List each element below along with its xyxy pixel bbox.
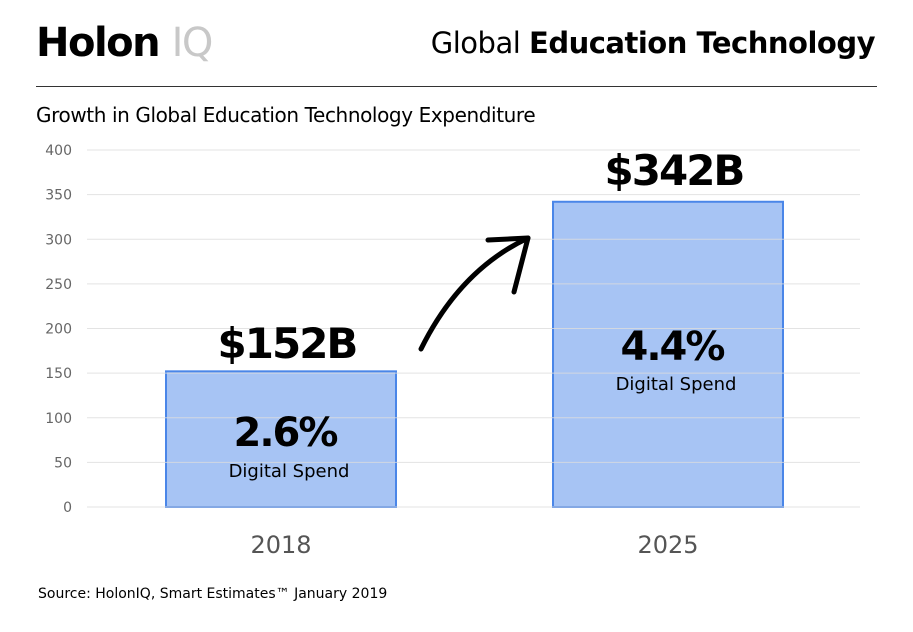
source-note: Source: HolonIQ, Smart Estimates™ Januar…	[38, 586, 388, 602]
y-tick-label: 0	[63, 500, 72, 516]
y-tick-label: 300	[45, 232, 72, 248]
bar-2018	[165, 370, 397, 508]
y-tick-label: 150	[45, 366, 72, 382]
digital-spend-label: Digital Spend	[229, 461, 350, 482]
arrow-head-icon	[485, 235, 531, 295]
logo-main: Holon	[36, 20, 161, 66]
y-tick-label: 200	[45, 322, 72, 338]
y-tick-label: 100	[45, 411, 72, 427]
y-tick-label: 350	[45, 188, 72, 204]
logo-accent: IQ	[171, 20, 214, 66]
holoniq-logo: Holon IQ	[36, 20, 214, 66]
chart-subtitle: Growth in Global Education Technology Ex…	[36, 103, 536, 127]
header-title-bold: Education Technology	[529, 26, 875, 60]
header-title-light: Global	[430, 26, 521, 60]
y-tick-label: 400	[45, 143, 72, 159]
header-title: Global Education Technology	[430, 26, 876, 60]
y-tick-label: 250	[45, 277, 72, 293]
y-tick-label: 50	[54, 455, 72, 471]
bar-2025	[552, 200, 784, 508]
growth-arrow-icon	[418, 235, 531, 352]
digital-share-label: 4.4%	[621, 324, 725, 370]
digital-share-label: 2.6%	[234, 410, 338, 456]
value-label: $152B	[218, 319, 357, 368]
header-divider	[36, 86, 877, 87]
x-tick-label: 2025	[637, 531, 698, 559]
value-label: $342B	[605, 146, 744, 195]
digital-spend-label: Digital Spend	[616, 374, 737, 395]
x-tick-label: 2018	[250, 531, 311, 559]
